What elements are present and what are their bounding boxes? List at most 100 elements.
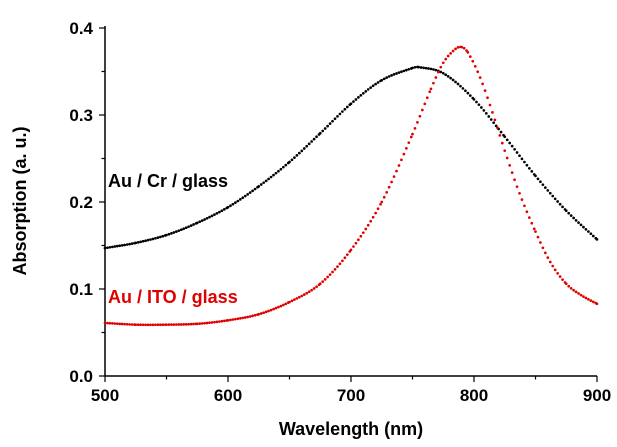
data-point [243, 316, 247, 319]
data-point [187, 322, 190, 326]
data-point [279, 304, 283, 308]
data-point [466, 91, 470, 95]
data-point [345, 105, 349, 109]
data-point [251, 314, 254, 318]
data-point [480, 106, 483, 109]
data-point [484, 112, 488, 115]
data-point [392, 73, 396, 76]
data-point [321, 129, 325, 133]
series-au-ito-glass [103, 45, 599, 327]
data-point [382, 77, 386, 81]
data-point [429, 67, 433, 71]
data-point [159, 323, 162, 327]
data-point [387, 185, 391, 189]
data-point [123, 322, 127, 326]
data-point [402, 152, 406, 156]
data-point [288, 300, 291, 304]
data-point [331, 270, 334, 274]
data-point [118, 244, 122, 248]
data-point [462, 46, 466, 50]
data-point [218, 210, 221, 214]
data-point [103, 246, 107, 250]
data-point [310, 288, 313, 292]
data-point [525, 210, 529, 214]
data-point [174, 230, 178, 233]
data-point [536, 235, 540, 239]
data-point [118, 322, 122, 326]
data-point [226, 318, 230, 322]
data-point [165, 323, 168, 327]
data-point [525, 163, 529, 167]
data-point [481, 82, 484, 86]
data-point [561, 278, 564, 281]
data-point [489, 118, 493, 121]
data-point [312, 287, 316, 290]
data-point [492, 121, 496, 125]
data-point [338, 262, 342, 266]
data-point [543, 186, 547, 189]
data-point [179, 323, 183, 326]
data-point [471, 59, 475, 63]
data-point [182, 227, 186, 231]
data-point [508, 164, 512, 167]
data-point [587, 297, 590, 301]
data-point [376, 81, 380, 84]
data-point [434, 68, 438, 72]
data-point [259, 312, 263, 315]
data-point [262, 311, 266, 315]
data-point [584, 227, 588, 231]
data-point [323, 127, 327, 130]
data-point [534, 174, 537, 178]
data-point [432, 68, 435, 71]
data-point [418, 114, 422, 118]
data-point [345, 253, 349, 257]
data-point [369, 219, 373, 223]
data-point [238, 198, 242, 201]
data-point [220, 319, 224, 323]
data-point [567, 211, 571, 215]
data-point [295, 154, 299, 157]
data-point [528, 166, 531, 170]
data-point [226, 205, 230, 209]
data-point [446, 75, 450, 78]
data-point [146, 323, 150, 327]
data-point [307, 290, 311, 294]
data-point [333, 117, 337, 121]
data-point [222, 319, 226, 323]
data-point [328, 122, 332, 126]
data-point [400, 158, 403, 162]
data-point [422, 66, 425, 70]
data-point [205, 321, 209, 325]
data-point [499, 130, 503, 134]
data-point [115, 244, 119, 248]
data-point [558, 275, 562, 278]
data-point [574, 218, 578, 222]
data-point [548, 260, 552, 264]
data-point [343, 256, 347, 260]
data-point [483, 89, 487, 93]
tick-labels: 500 600 700 800 900 0.0 0.1 0.2 0.3 0.4 [69, 19, 611, 405]
data-point [198, 220, 202, 224]
data-point [466, 51, 470, 54]
data-point [513, 178, 516, 182]
data-point [123, 243, 127, 247]
data-point [238, 317, 242, 320]
data-point [234, 201, 237, 204]
data-point [541, 246, 545, 250]
data-point [582, 295, 585, 298]
data-point [582, 225, 585, 229]
data-point [272, 307, 275, 311]
data-point [503, 135, 507, 139]
data-point [203, 321, 206, 325]
data-point [569, 287, 573, 290]
data-point [520, 198, 524, 202]
data-point [371, 84, 375, 88]
data-point [488, 103, 492, 107]
data-point [411, 132, 414, 136]
data-point [159, 235, 162, 239]
data-point [241, 316, 245, 320]
data-point [528, 216, 531, 219]
data-point [486, 96, 489, 100]
data-point [572, 288, 575, 292]
